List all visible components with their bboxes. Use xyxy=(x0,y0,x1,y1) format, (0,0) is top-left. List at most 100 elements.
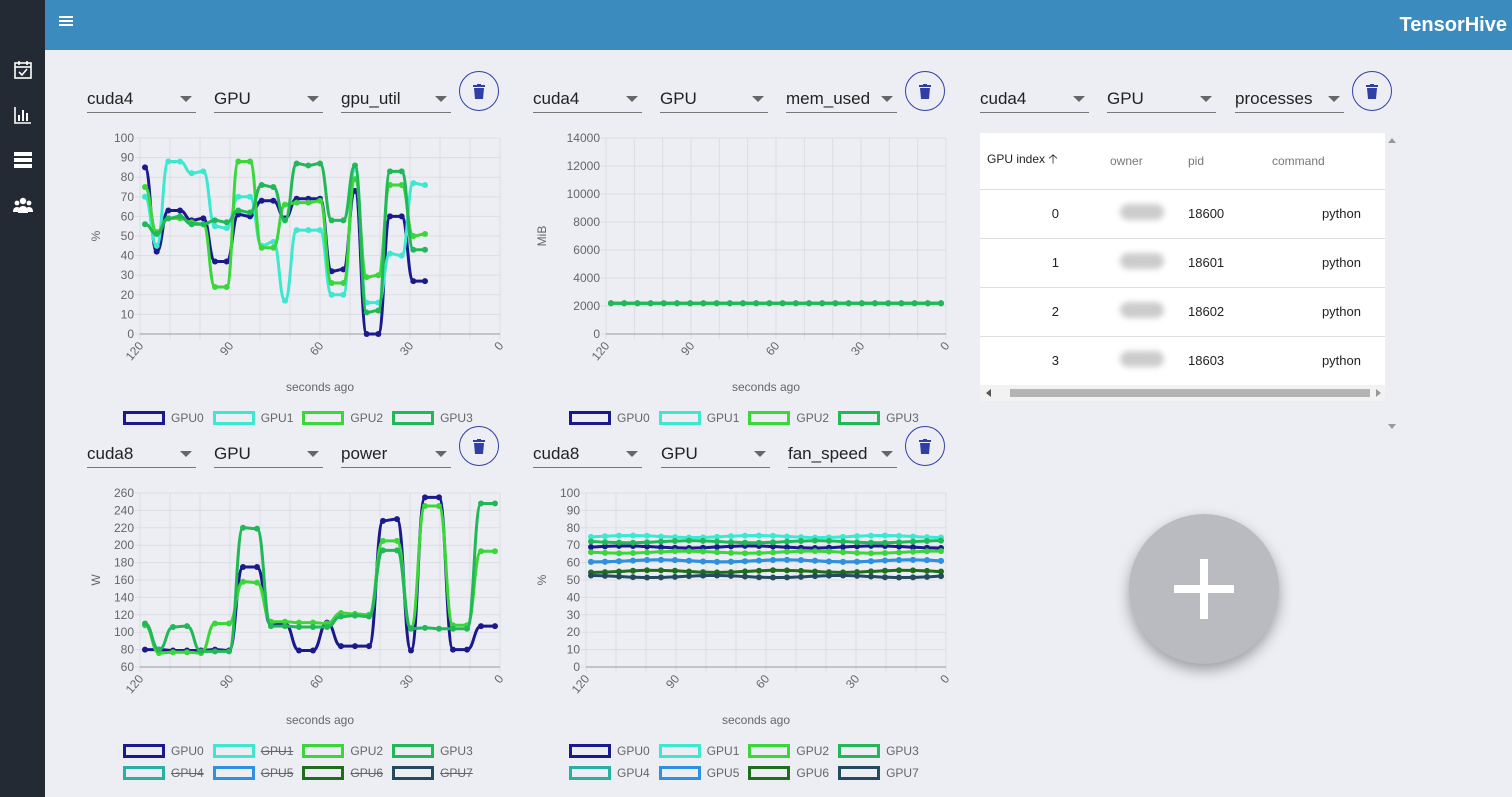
column-header-gpu-index[interactable]: GPU index 🡡 xyxy=(980,133,1090,190)
y-tick-label: 220 xyxy=(114,521,134,535)
data-point-gpu1 xyxy=(602,533,608,540)
server-icon[interactable] xyxy=(12,149,33,170)
legend-item-gpu5[interactable]: GPU5 xyxy=(658,762,739,784)
legend-item-gpu7[interactable]: GPU7 xyxy=(392,762,473,784)
data-point-gpu0 xyxy=(338,643,344,650)
column-header-owner[interactable]: owner xyxy=(1090,133,1188,190)
host-select[interactable]: cuda8 xyxy=(87,428,196,468)
data-point-gpu3 xyxy=(740,300,746,307)
legend-item-gpu2[interactable]: GPU2 xyxy=(302,740,383,762)
data-point-gpu0 xyxy=(658,544,664,551)
legend-label: GPU0 xyxy=(171,411,204,425)
data-point-gpu0 xyxy=(398,213,405,220)
host-select[interactable]: cuda4 xyxy=(533,73,642,113)
data-point-gpu6 xyxy=(924,567,930,574)
data-point-gpu6 xyxy=(896,567,902,574)
column-header-command[interactable]: command xyxy=(1272,133,1385,190)
data-point-gpu2 xyxy=(212,283,218,290)
data-point-gpu3 xyxy=(858,300,865,307)
delete-chart-button[interactable] xyxy=(905,426,945,466)
legend-item-gpu3[interactable]: GPU3 xyxy=(838,740,919,762)
legend-item-gpu5[interactable]: GPU5 xyxy=(212,762,293,784)
data-point-gpu3 xyxy=(845,300,852,307)
metric-select[interactable]: mem_used xyxy=(786,73,897,113)
resource-select[interactable]: GPU xyxy=(214,428,323,468)
legend-item-gpu2[interactable]: GPU2 xyxy=(748,407,829,429)
legend-item-gpu2[interactable]: GPU2 xyxy=(748,740,829,762)
data-point-gpu2 xyxy=(293,199,300,206)
y-tick-label: 20 xyxy=(567,625,581,639)
data-point-gpu3 xyxy=(200,221,207,228)
scroll-down-icon[interactable] xyxy=(1388,424,1396,429)
y-tick-label: 10000 xyxy=(567,187,601,201)
data-point-gpu2 xyxy=(742,550,748,557)
owner-cell xyxy=(1090,287,1188,337)
resource-select[interactable]: GPU xyxy=(660,73,768,113)
data-point-gpu7 xyxy=(938,573,944,580)
data-point-gpu3 xyxy=(142,221,148,228)
legend-swatch xyxy=(569,766,611,780)
horizontal-scrollbar[interactable] xyxy=(980,385,1385,401)
legend-item-gpu0[interactable]: GPU0 xyxy=(123,407,204,429)
host-select[interactable]: cuda8 xyxy=(533,428,642,468)
legend-item-gpu7[interactable]: GPU7 xyxy=(838,762,919,784)
data-point-gpu7 xyxy=(630,574,636,581)
legend-item-gpu6[interactable]: GPU6 xyxy=(748,762,829,784)
caret-down-icon xyxy=(881,451,893,457)
resource-select[interactable]: GPU xyxy=(214,73,323,113)
legend-item-gpu6[interactable]: GPU6 xyxy=(302,762,383,784)
host-select[interactable]: cuda4 xyxy=(980,73,1089,113)
data-point-gpu3 xyxy=(305,162,312,169)
legend-item-gpu0[interactable]: GPU0 xyxy=(569,740,650,762)
data-point-gpu7 xyxy=(896,574,902,581)
legend-item-gpu1[interactable]: GPU1 xyxy=(212,407,293,429)
legend-item-gpu1[interactable]: GPU1 xyxy=(658,740,739,762)
legend-swatch xyxy=(302,766,345,780)
metric-select[interactable]: power xyxy=(341,428,451,468)
legend-item-gpu0[interactable]: GPU0 xyxy=(123,740,204,762)
delete-chart-button[interactable] xyxy=(905,71,945,111)
scrollbar-thumb[interactable] xyxy=(1010,389,1370,397)
scroll-right-icon[interactable] xyxy=(1376,389,1381,397)
legend-item-gpu3[interactable]: GPU3 xyxy=(838,407,919,429)
legend-item-gpu3[interactable]: GPU3 xyxy=(392,407,473,429)
legend-item-gpu1[interactable]: GPU1 xyxy=(212,740,293,762)
data-point-gpu3 xyxy=(885,300,892,307)
data-point-gpu0 xyxy=(896,543,902,550)
legend-item-gpu1[interactable]: GPU1 xyxy=(658,407,739,429)
data-point-gpu3 xyxy=(798,537,804,544)
delete-chart-button[interactable] xyxy=(459,71,499,111)
legend-item-gpu4[interactable]: GPU4 xyxy=(123,762,204,784)
legend-label: GPU2 xyxy=(350,744,384,758)
data-point-gpu3 xyxy=(235,207,242,214)
hamburger-menu-icon[interactable] xyxy=(59,16,73,34)
resource-select[interactable]: GPU xyxy=(1107,73,1216,113)
host-select[interactable]: cuda4 xyxy=(87,73,196,113)
bar-chart-icon[interactable] xyxy=(0,92,45,137)
metric-select[interactable]: processes xyxy=(1235,73,1344,113)
x-tick-label: 120 xyxy=(123,672,147,697)
y-tick-label: 200 xyxy=(114,538,134,552)
sidebar xyxy=(0,0,45,797)
column-header-pid[interactable]: pid xyxy=(1188,133,1272,190)
data-point-gpu3 xyxy=(268,623,274,630)
calendar-check-icon[interactable] xyxy=(12,59,33,80)
data-point-gpu3 xyxy=(282,623,288,630)
legend-item-gpu4[interactable]: GPU4 xyxy=(569,762,650,784)
data-point-gpu6 xyxy=(812,568,818,575)
delete-chart-button[interactable] xyxy=(459,426,499,466)
trash-icon xyxy=(919,83,931,99)
delete-chart-button[interactable] xyxy=(1352,71,1392,111)
scroll-left-icon[interactable] xyxy=(986,389,991,397)
users-icon[interactable] xyxy=(12,194,33,215)
metric-select[interactable]: fan_speed xyxy=(788,428,897,468)
data-point-gpu2 xyxy=(184,649,190,656)
legend-item-gpu3[interactable]: GPU3 xyxy=(392,740,473,762)
x-tick-label: 60 xyxy=(307,339,327,358)
add-chart-button[interactable] xyxy=(1129,514,1279,664)
resource-select[interactable]: GPU xyxy=(661,428,770,468)
scroll-up-icon[interactable] xyxy=(1388,138,1396,143)
legend-item-gpu0[interactable]: GPU0 xyxy=(569,407,650,429)
legend-item-gpu2[interactable]: GPU2 xyxy=(302,407,383,429)
metric-select[interactable]: gpu_util xyxy=(341,73,451,113)
